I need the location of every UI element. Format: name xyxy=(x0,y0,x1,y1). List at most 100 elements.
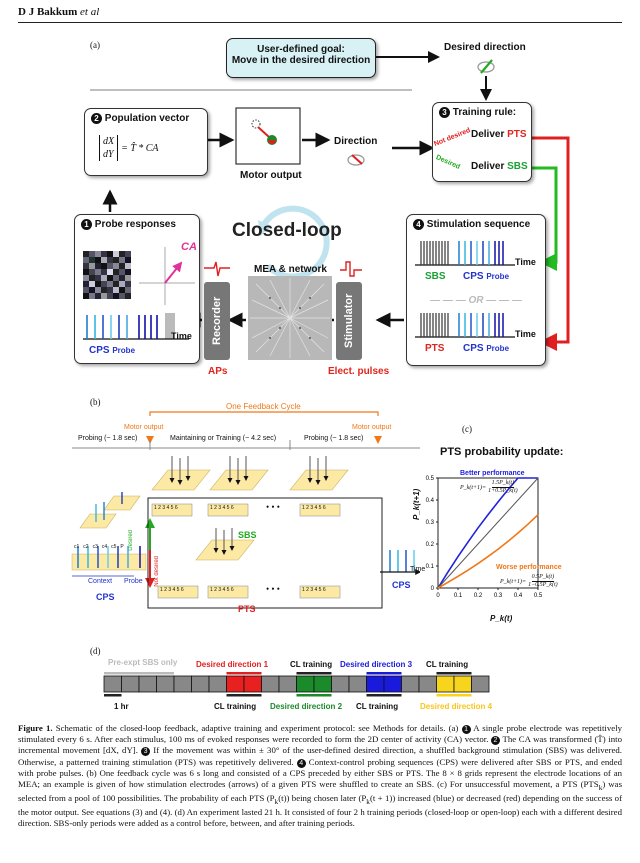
x-tick-label: 0 xyxy=(436,593,440,599)
ap-waveform-icon xyxy=(204,261,230,277)
caption-badge-2: 2 xyxy=(491,736,500,746)
d-label-cl-training-bottom-2: CL training xyxy=(356,702,399,711)
motor-output-label-2: Motor output xyxy=(352,424,392,431)
stim-cps-label-2: CPS Probe xyxy=(463,343,510,354)
caption-badge-3: 3 xyxy=(141,747,151,757)
pts-pulse-boxes xyxy=(157,585,341,599)
context-label: Context xyxy=(88,578,113,585)
stim-pts-label: PTS xyxy=(425,343,445,354)
pts-time-label: Time xyxy=(515,329,536,339)
motor-output-marker-2 xyxy=(374,436,382,444)
y-tick-label: 0 xyxy=(431,586,435,592)
timeline-label-bar xyxy=(226,694,262,697)
timeline-segment xyxy=(453,675,472,693)
step-2-badge: 2 xyxy=(91,113,102,124)
timeline-segment xyxy=(121,675,140,693)
d-label-cl-training-top-1: CL training xyxy=(290,660,333,669)
training-rule-title: Training rule: xyxy=(452,107,517,118)
goal-box: User-defined goal: Move in the desired d… xyxy=(226,38,376,78)
pts-raster xyxy=(415,313,515,338)
probe-time-label: Time xyxy=(171,331,192,341)
context-labels: c1 c2 c3 c4 c5 P xyxy=(74,544,124,550)
timeline-label-bar xyxy=(296,672,332,675)
pulse-seq-2: 1 2 3 4 5 6 xyxy=(210,505,234,511)
aps-label: APs xyxy=(208,366,228,377)
timeline-segment xyxy=(243,675,262,693)
caption-badge-1: 1 xyxy=(461,725,471,734)
step-1-badge: 1 xyxy=(81,219,92,230)
stim-sequence-title: Stimulation sequence xyxy=(426,219,531,230)
pts-ellipsis: • • • xyxy=(266,584,280,594)
running-header: D J Bakkum et al xyxy=(18,6,100,18)
context-grids xyxy=(79,495,141,529)
maintaining-label: Maintaining or Training (~ 4.2 sec) xyxy=(170,435,277,442)
panel-c-label: (c) xyxy=(462,424,472,434)
protocol-timeline xyxy=(103,672,490,697)
cps-left-label: CPS xyxy=(96,592,115,602)
pts-grid xyxy=(195,539,255,561)
better-equation: P_k(t+1)= 1.5P_k(t) 1+0.5P_k(t) xyxy=(460,480,518,494)
y-tick-label: 0.3 xyxy=(426,520,435,526)
probe-b-label: Probe xyxy=(124,578,143,585)
population-vector-box: 2 Population vector dX dY = T̂ * CA xyxy=(84,108,208,176)
probe-responses-box: 1 Probe responses CA Time CPS Probe xyxy=(74,214,200,364)
timeline-segment xyxy=(278,675,297,693)
y-tick-label: 0.4 xyxy=(426,498,435,504)
deliver-sbs: Deliver SBS xyxy=(471,161,528,172)
timeline-segment xyxy=(191,675,210,693)
caption-badge-4: 4 xyxy=(296,758,306,768)
probing-1-label: Probing (~ 1.8 sec) xyxy=(78,435,138,442)
ca-label: CA xyxy=(181,241,197,253)
not-desired-label: Not desired xyxy=(433,127,472,148)
popvec-equation: dX dY = T̂ * CA xyxy=(99,135,159,161)
desired-direction-icon xyxy=(477,61,495,73)
closed-loop-label: Closed-loop xyxy=(232,220,342,241)
x-tick-label: 0.1 xyxy=(454,593,463,599)
figure-caption: Figure 1. Schematic of the closed-loop f… xyxy=(18,723,623,829)
motor-output-box xyxy=(235,107,301,165)
x-tick-label: 0.3 xyxy=(494,593,503,599)
pulse-seq-1: 1 2 3 4 5 6 xyxy=(154,505,178,511)
step-4-badge: 4 xyxy=(413,219,424,230)
pulse-seq-3: 1 2 3 4 5 6 xyxy=(302,505,326,511)
population-vector-title: Population vector xyxy=(104,113,190,124)
timeline-segment xyxy=(401,675,420,693)
stim-cps-label-1: CPS Probe xyxy=(463,271,510,282)
timeline-segment xyxy=(226,675,245,693)
timeline-label-bar xyxy=(226,672,262,675)
goal-subtitle: Move in the desired direction xyxy=(231,55,371,66)
not-desired-b-label: Not desired xyxy=(154,556,160,587)
d-label-desired-3: Desired direction 3 xyxy=(340,660,413,669)
timeline-segment xyxy=(366,675,385,693)
recorder-box: Recorder xyxy=(204,282,230,360)
direction-label: Direction xyxy=(334,136,378,147)
pulse-seq-4: 1 2 3 4 5 6 xyxy=(160,587,184,593)
d-label-pre-expt: Pre-expt SBS only xyxy=(108,658,178,667)
d-label-cl-training-top-2: CL training xyxy=(426,660,469,669)
y-tick-label: 0.5 xyxy=(426,476,435,482)
timeline-segment xyxy=(418,675,437,693)
timeline-label-bar xyxy=(104,694,122,697)
eq-rhs: = T̂ * CA xyxy=(121,142,159,154)
timeline-segment xyxy=(103,675,122,693)
stim-sbs-label: SBS xyxy=(425,271,446,282)
pts-b-label: PTS xyxy=(238,604,256,614)
y-tick-label: 0.2 xyxy=(426,542,435,548)
header-rule xyxy=(18,22,622,23)
pulse-seq-6: 1 2 3 4 5 6 xyxy=(302,587,326,593)
timeline-segment xyxy=(208,675,227,693)
eq-dy: dY xyxy=(103,149,114,160)
sbs-ellipsis: • • • xyxy=(266,502,280,512)
time-b-label: Time xyxy=(410,566,426,573)
timeline-label-bar xyxy=(366,672,402,675)
d-label-desired-1: Desired direction 1 xyxy=(196,660,269,669)
timeline-segment xyxy=(296,675,315,693)
desired-b-label: Desired xyxy=(128,530,134,551)
training-rule-box: 3 Training rule: Not desired Desired Del… xyxy=(432,102,532,182)
eq-dx: dX xyxy=(103,136,115,147)
timeline-segment xyxy=(156,675,175,693)
chart-title: PTS probability update: xyxy=(440,446,564,458)
timeline-segment xyxy=(471,675,490,693)
stimulator-label: Stimulator xyxy=(343,293,355,349)
timeline-label-bar xyxy=(436,672,472,675)
